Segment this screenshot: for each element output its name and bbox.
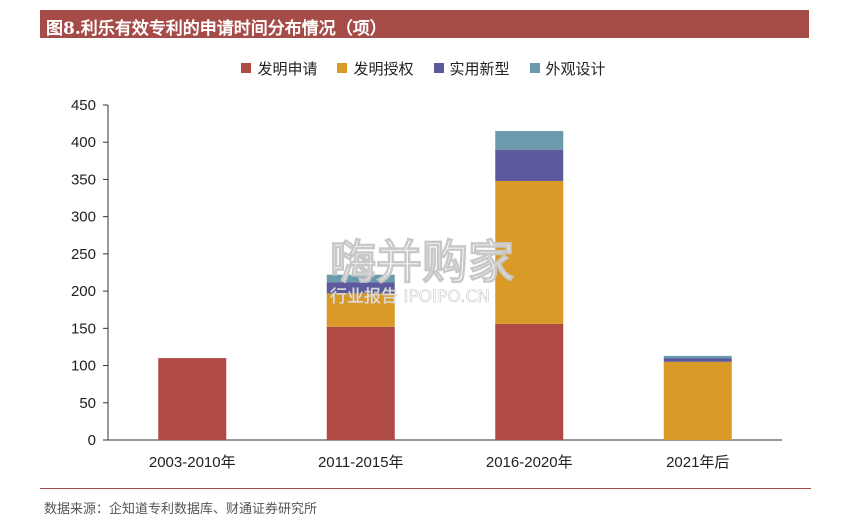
bar-segment <box>158 358 227 440</box>
bar-segment <box>495 323 564 440</box>
legend-item: 发明申请 <box>241 58 317 79</box>
y-tick-label: 150 <box>71 320 96 337</box>
legend-item: 实用新型 <box>433 58 510 79</box>
legend: 发明申请 发明授权 实用新型 外观设计 <box>0 58 847 78</box>
legend-item: 发明授权 <box>337 58 414 79</box>
title-bar: 图8.利乐有效专利的申请时间分布情况（项） <box>40 10 809 39</box>
bar-segment <box>663 358 732 362</box>
bar-segment <box>326 274 395 283</box>
x-tick-label: 2011-2015年 <box>318 454 404 471</box>
bar-segment <box>326 282 395 294</box>
legend-label: 外观设计 <box>545 59 606 78</box>
watermark-subtext: 行业报告 IPOIPO.CN <box>330 287 490 307</box>
bar-segment <box>663 355 732 359</box>
source-note: 数据来源：企知道专利数据库、财通证券研究所 <box>44 502 318 517</box>
chart-title: 图8.利乐有效专利的申请时间分布情况（项） <box>46 19 387 39</box>
y-tick-label: 350 <box>71 171 96 188</box>
y-tick-label: 250 <box>71 246 96 263</box>
legend-label: 发明申请 <box>257 59 318 78</box>
watermark-text: 嗨并购家 <box>330 235 514 289</box>
legend-item: 外观设计 <box>529 58 606 79</box>
legend-swatch <box>241 63 252 73</box>
legend-label: 实用新型 <box>449 59 510 78</box>
y-tick-label: 100 <box>71 358 96 375</box>
y-tick-label: 450 <box>71 97 96 114</box>
legend-swatch <box>337 63 348 73</box>
legend-swatch <box>433 63 444 73</box>
y-tick-label: 200 <box>71 283 96 300</box>
legend-label: 发明授权 <box>353 59 414 78</box>
bar-segment <box>495 131 564 150</box>
x-tick-label: 2016-2020年 <box>486 454 573 471</box>
source-divider <box>40 488 811 489</box>
x-tick-label: 2021年后 <box>666 454 729 471</box>
bar-segment <box>326 326 395 440</box>
x-tick-label: 2003-2010年 <box>149 454 236 471</box>
y-tick-label: 400 <box>71 134 96 151</box>
bar-segment <box>495 149 564 181</box>
legend-swatch <box>529 63 540 73</box>
y-tick-label: 50 <box>79 395 96 412</box>
bar-segment <box>495 180 564 324</box>
bar-segment <box>663 361 732 440</box>
y-tick-label: 300 <box>71 209 96 226</box>
bar-segment <box>326 293 395 327</box>
y-tick-label: 0 <box>88 432 96 449</box>
